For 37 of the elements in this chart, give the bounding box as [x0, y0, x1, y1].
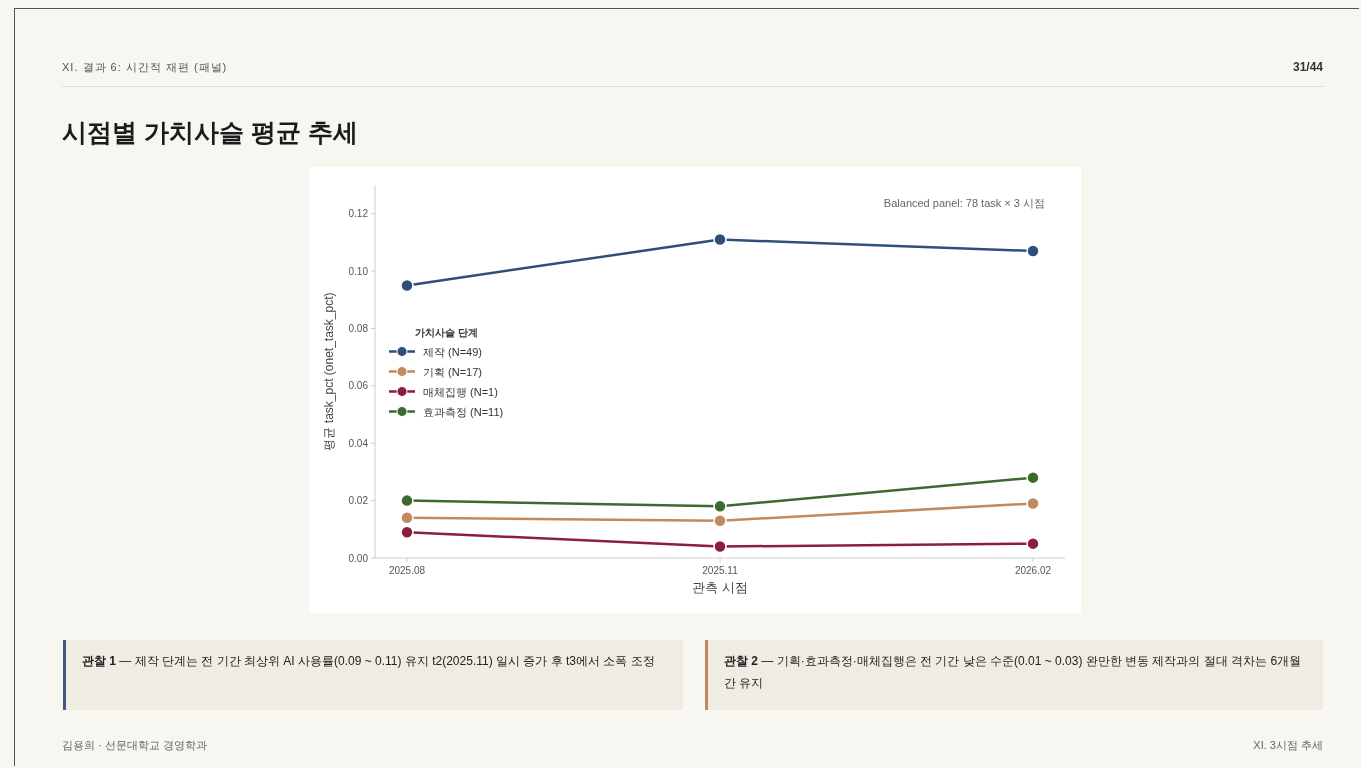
y-axis-title: 평균 task_pct (onet_task_pct) — [322, 292, 336, 451]
text: 31/44 — [1292, 60, 1323, 74]
text: 김용희 · 선문대학교 경영학과 — [62, 738, 207, 753]
point — [713, 232, 727, 247]
text: XI. 3시점 추세 — [1253, 738, 1323, 753]
text: XI. 결과 6: 시간적 재편 (패널) — [62, 60, 228, 75]
legend-label: 매체집행 (N=1) — [423, 385, 498, 398]
point — [1026, 470, 1040, 485]
y-tick-label: 0.04 — [348, 437, 369, 449]
text: 관찰 2 — 기획·효과측정·매체집행은 전 기간 낮은 수준(0.01 ~ 0.03) 완만한 변동 제작과의 절대 격차는 6개월간 유지 — [705, 640, 1323, 710]
y-tick-label: 0.12 — [348, 208, 369, 220]
x-tick-label: 2025.08 — [388, 565, 426, 576]
point — [1026, 496, 1040, 511]
legend-label: 제작 (N=49) — [423, 345, 482, 358]
x-tick-label: 2026.02 — [1014, 565, 1052, 576]
y-tick-label: 0.00 — [348, 552, 369, 564]
point — [1026, 536, 1040, 551]
x-tick-label: 2025.11 — [702, 565, 739, 576]
legend-label: 기획 (N=17) — [423, 365, 482, 378]
text: 관찰 1 — 제작 단계는 전 기간 최상위 AI 사용률(0.09 ~ 0.11) 유지 t2(2025.11) 일시 증가 후 t3에서 소폭 조정 — [63, 640, 683, 710]
y-tick-label: 0.02 — [348, 495, 369, 507]
legend-title: 가치사슬 단계 — [415, 326, 478, 338]
point — [713, 539, 727, 554]
legend-label: 효과측정 (N=11) — [423, 405, 504, 418]
point — [713, 513, 727, 528]
y-tick-label: 0.06 — [348, 380, 369, 392]
point — [713, 499, 727, 514]
point — [400, 511, 414, 525]
y-tick-label: 0.10 — [348, 265, 369, 277]
annotation: Balanced panel: 78 task × 3 시점 — [883, 197, 1045, 209]
point — [400, 525, 414, 539]
point — [400, 278, 414, 293]
y-tick-label: 0.08 — [348, 322, 369, 334]
x-axis-title: 관측 시점 — [692, 580, 748, 595]
point — [1026, 244, 1040, 258]
chart-title: 시점별 가치사슬 평균 추세 — [62, 117, 358, 148]
point — [400, 493, 414, 508]
